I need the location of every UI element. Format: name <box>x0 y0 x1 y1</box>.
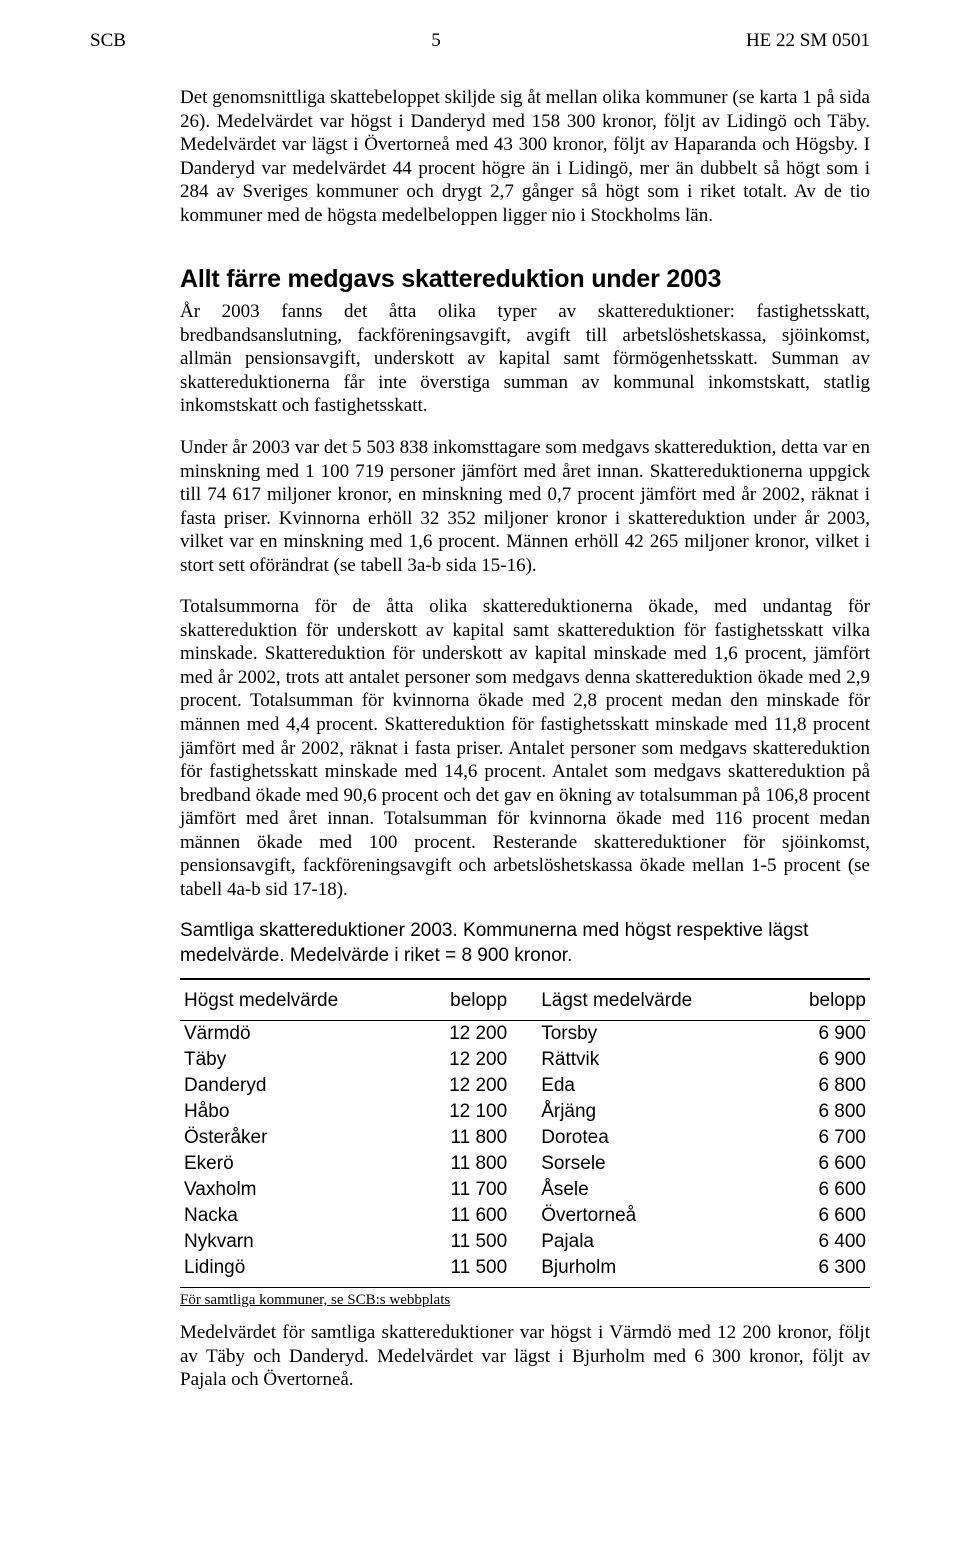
table-row: Österåker 11 800 Dorotea 6 700 <box>180 1125 870 1151</box>
body-paragraph-3: Totalsummorna för de åtta olika skattere… <box>180 595 870 901</box>
cell: Nykvarn <box>180 1229 408 1255</box>
intro-paragraph: Det genomsnittliga skattebeloppet skiljd… <box>180 86 870 227</box>
cell: Rättvik <box>511 1047 746 1073</box>
table-row: Värmdö 12 200 Torsby 6 900 <box>180 1021 870 1048</box>
table-row: Ekerö 11 800 Sorsele 6 600 <box>180 1151 870 1177</box>
section-heading: Allt färre medgavs skattereduktion under… <box>180 265 870 294</box>
cell: Årjäng <box>511 1099 746 1125</box>
cell: Eda <box>511 1073 746 1099</box>
cell: Åsele <box>511 1177 746 1203</box>
cell: 11 600 <box>408 1203 512 1229</box>
cell: 11 500 <box>408 1255 512 1285</box>
cell: 6 600 <box>746 1151 870 1177</box>
cell: 11 500 <box>408 1229 512 1255</box>
table-row: Danderyd 12 200 Eda 6 800 <box>180 1073 870 1099</box>
table-footnote-link[interactable]: För samtliga kommuner, se SCB:s webbplat… <box>180 1292 870 1309</box>
cell: Ekerö <box>180 1151 408 1177</box>
table-row: Täby 12 200 Rättvik 6 900 <box>180 1047 870 1073</box>
body-paragraph-1: År 2003 fanns det åtta olika typer av sk… <box>180 300 870 418</box>
cell: 11 800 <box>408 1151 512 1177</box>
cell: 12 200 <box>408 1021 512 1048</box>
cell: 6 600 <box>746 1203 870 1229</box>
col-highest: Högst medelvärde <box>180 979 408 1021</box>
cell: 12 200 <box>408 1047 512 1073</box>
cell: 6 800 <box>746 1073 870 1099</box>
content-area: Det genomsnittliga skattebeloppet skiljd… <box>180 86 870 1392</box>
cell: Värmdö <box>180 1021 408 1048</box>
table-row: Håbo 12 100 Årjäng 6 800 <box>180 1099 870 1125</box>
cell: 11 700 <box>408 1177 512 1203</box>
body-paragraph-2: Under år 2003 var det 5 503 838 inkomstt… <box>180 436 870 577</box>
table-body: Värmdö 12 200 Torsby 6 900 Täby 12 200 R… <box>180 1021 870 1286</box>
cell: 11 800 <box>408 1125 512 1151</box>
cell: 12 100 <box>408 1099 512 1125</box>
table-row: Nacka 11 600 Övertorneå 6 600 <box>180 1203 870 1229</box>
cell: Övertorneå <box>511 1203 746 1229</box>
cell: 6 400 <box>746 1229 870 1255</box>
table-row: Nykvarn 11 500 Pajala 6 400 <box>180 1229 870 1255</box>
col-amount-low: belopp <box>746 979 870 1021</box>
table-row: Lidingö 11 500 Bjurholm 6 300 <box>180 1255 870 1285</box>
cell: Vaxholm <box>180 1177 408 1203</box>
table-row: Vaxholm 11 700 Åsele 6 600 <box>180 1177 870 1203</box>
closing-paragraph: Medelvärdet för samtliga skattereduktion… <box>180 1321 870 1392</box>
table-header-row: Högst medelvärde belopp Lägst medelvärde… <box>180 979 870 1021</box>
cell: 6 900 <box>746 1047 870 1073</box>
cell: Dorotea <box>511 1125 746 1151</box>
cell: 6 700 <box>746 1125 870 1151</box>
header-right: HE 22 SM 0501 <box>746 30 870 52</box>
header-left: SCB <box>90 30 126 52</box>
cell: 6 800 <box>746 1099 870 1125</box>
reduction-table: Högst medelvärde belopp Lägst medelvärde… <box>180 978 870 1285</box>
page-container: SCB 5 HE 22 SM 0501 Det genomsnittliga s… <box>0 0 960 1450</box>
cell: Nacka <box>180 1203 408 1229</box>
cell: Täby <box>180 1047 408 1073</box>
cell: Torsby <box>511 1021 746 1048</box>
cell: Pajala <box>511 1229 746 1255</box>
cell: 12 200 <box>408 1073 512 1099</box>
table-rule <box>180 1287 870 1288</box>
header-page-number: 5 <box>431 30 441 52</box>
cell: 6 600 <box>746 1177 870 1203</box>
cell: Sorsele <box>511 1151 746 1177</box>
cell: Lidingö <box>180 1255 408 1285</box>
cell: Bjurholm <box>511 1255 746 1285</box>
cell: Håbo <box>180 1099 408 1125</box>
cell: Danderyd <box>180 1073 408 1099</box>
col-amount-high: belopp <box>408 979 512 1021</box>
page-header: SCB 5 HE 22 SM 0501 <box>90 30 870 52</box>
table-caption: Samtliga skattereduktioner 2003. Kommune… <box>180 919 870 968</box>
col-lowest: Lägst medelvärde <box>511 979 746 1021</box>
cell: 6 900 <box>746 1021 870 1048</box>
cell: Österåker <box>180 1125 408 1151</box>
cell: 6 300 <box>746 1255 870 1285</box>
